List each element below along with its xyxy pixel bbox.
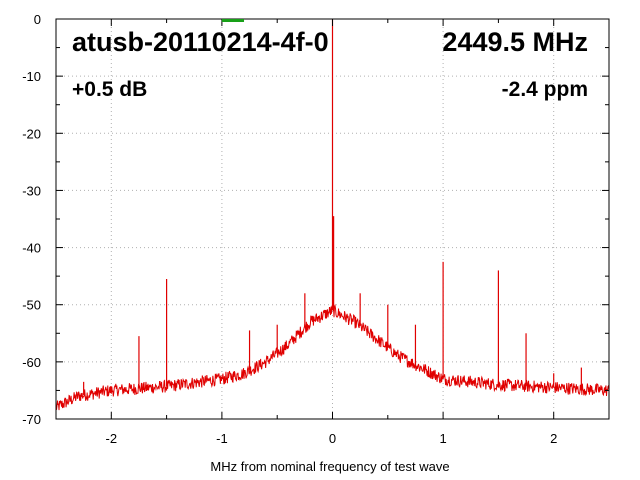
y-tick-label: -20 bbox=[22, 126, 41, 141]
offset-annotation: -2.4 ppm bbox=[502, 78, 588, 101]
y-tick-label: -50 bbox=[22, 298, 41, 313]
spectrum-series bbox=[55, 19, 610, 411]
y-tick-label: 0 bbox=[34, 12, 41, 27]
power-annotation: +0.5 dB bbox=[72, 78, 147, 101]
range-marker bbox=[221, 19, 245, 22]
x-tick-label: 0 bbox=[329, 431, 336, 446]
x-tick-labels: -2 -1 0 1 2 bbox=[106, 431, 558, 446]
y-tick-label: -40 bbox=[22, 241, 41, 256]
y-tick-labels: 0 -10 -20 -30 -40 -50 -60 -70 bbox=[22, 12, 41, 427]
x-tick-label: 1 bbox=[439, 431, 446, 446]
y-tick-label: -60 bbox=[22, 355, 41, 370]
y-tick-label: -10 bbox=[22, 69, 41, 84]
y-tick-label: -30 bbox=[22, 183, 41, 198]
device-annotation: atusb-20110214-4f-0 bbox=[72, 27, 329, 57]
x-tick-label: -2 bbox=[106, 431, 118, 446]
y-tick-label: -70 bbox=[22, 412, 41, 427]
x-axis-label: MHz from nominal frequency of test wave bbox=[210, 459, 449, 474]
tick-marks bbox=[55, 18, 610, 420]
x-tick-label: 2 bbox=[550, 431, 557, 446]
frequency-annotation: 2449.5 MHz bbox=[442, 27, 588, 57]
x-tick-label: -1 bbox=[216, 431, 228, 446]
